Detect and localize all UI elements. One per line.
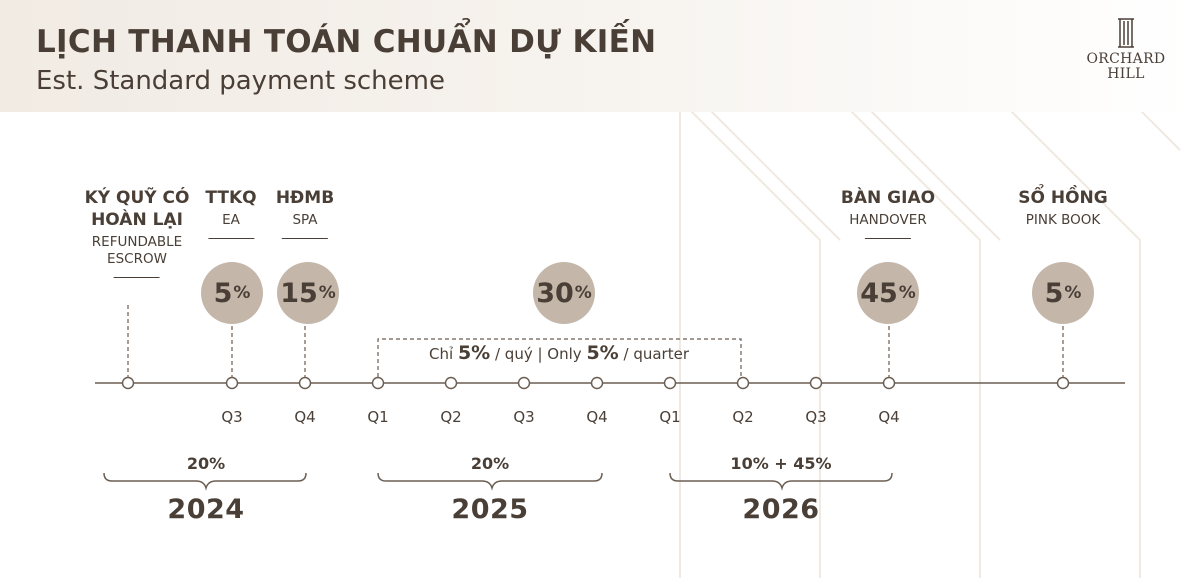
milestone-pinkbook: SỔ HỒNG PINK BOOK (1018, 187, 1107, 229)
milestone-divider (113, 277, 160, 278)
node-escrow (121, 376, 135, 390)
brace-2026 (669, 472, 893, 491)
milestone-hdmb: HĐMB SPA (276, 187, 334, 239)
node-2025-q1 (371, 376, 385, 390)
installment-bracket (377, 338, 742, 377)
milestone-title-line-2: HOÀN LẠI (91, 210, 183, 230)
node-pinkbook (1056, 376, 1070, 390)
orchard-hill-logo: ORCHARD HILL (1076, 18, 1176, 90)
milestone-divider (208, 238, 254, 239)
milestone-ttkq: TTKQ EA (205, 187, 257, 239)
milestone-title-line-1: KÝ QUỸ CÓ (84, 188, 190, 208)
milestone-sub: PINK BOOK (1025, 212, 1101, 228)
milestone-divider (281, 238, 328, 239)
percent-badge-hdmb: 15% (277, 262, 339, 324)
quarter-label: Q3 (221, 408, 243, 426)
percent-badge-pinkbook: 5% (1032, 262, 1094, 324)
milestone-sub-line-1: REFUNDABLE (91, 234, 183, 250)
note-post: / quarter (623, 345, 690, 363)
node-2025-q4 (590, 376, 604, 390)
year-share-2026: 10% + 45% (730, 454, 832, 473)
page-subtitle: Est. Standard payment scheme (36, 66, 445, 96)
node-2026-q4 (882, 376, 896, 390)
header-band (0, 0, 1197, 112)
percent-unit: % (318, 283, 336, 303)
percent-unit: % (233, 283, 251, 303)
percent-value: 30 (536, 277, 574, 309)
page-title: LỊCH THANH TOÁN CHUẨN DỰ KIẾN (36, 24, 657, 60)
note-pct-2: 5% (586, 342, 619, 364)
node-2026-q2 (736, 376, 750, 390)
percent-unit: % (898, 283, 916, 303)
orchard-hill-mark-icon (1118, 18, 1134, 48)
percent-unit: % (1064, 283, 1082, 303)
quarter-label: Q4 (294, 408, 316, 426)
note-pct-1: 5% (457, 342, 491, 364)
quarter-label: Q2 (440, 408, 462, 426)
milestone-sub: EA (222, 212, 240, 228)
quarter-label: Q1 (659, 408, 681, 426)
milestone-sub: SPA (292, 212, 318, 228)
year-label-2026: 2026 (742, 494, 820, 525)
logo-text: ORCHARD HILL (1076, 52, 1176, 82)
node-2025-q2 (444, 376, 458, 390)
node-2026-q1 (663, 376, 677, 390)
quarter-label: Q2 (732, 408, 754, 426)
year-share-2024: 20% (186, 454, 226, 473)
note-mid: / quý | Only (494, 345, 582, 363)
percent-badge-ttkq: 5% (201, 262, 263, 324)
installment-note: Chỉ 5% / quý | Only 5% / quarter (378, 342, 740, 364)
year-label-2024: 2024 (167, 494, 245, 525)
quarter-label: Q1 (367, 408, 389, 426)
milestone-title: TTKQ (205, 188, 257, 208)
logo-line-2: HILL (1107, 66, 1145, 82)
year-label-2025: 2025 (451, 494, 529, 525)
logo-line-1: ORCHARD (1086, 51, 1166, 67)
percent-value: 5 (1044, 277, 1064, 309)
node-2024-q4 (298, 376, 312, 390)
percent-value: 5 (213, 277, 233, 309)
milestone-title: SỔ HỒNG (1018, 188, 1108, 208)
node-2024-q3 (225, 376, 239, 390)
milestone-divider (865, 238, 911, 239)
quarter-label: Q4 (586, 408, 608, 426)
quarter-label: Q4 (878, 408, 900, 426)
percent-unit: % (574, 283, 592, 303)
percent-value: 15 (280, 277, 318, 309)
note-pre: Chỉ (429, 345, 454, 363)
node-2025-q3 (517, 376, 531, 390)
percent-value: 45 (860, 277, 898, 309)
quarter-label: Q3 (513, 408, 535, 426)
milestone-handover: BÀN GIAO HANDOVER (841, 187, 935, 239)
milestone-title: HĐMB (275, 188, 335, 208)
percent-badge-handover: 45% (857, 262, 919, 324)
milestone-sub-line-2: ESCROW (107, 251, 167, 267)
milestone-title: BÀN GIAO (840, 188, 936, 208)
quarter-label: Q3 (805, 408, 827, 426)
percent-badge-installments: 30% (533, 262, 595, 324)
milestone-sub: HANDOVER (849, 212, 927, 228)
year-share-2025: 20% (470, 454, 510, 473)
brace-2025 (377, 472, 603, 491)
milestone-escrow: KÝ QUỸ CÓ HOÀN LẠI REFUNDABLE ESCROW (84, 187, 190, 278)
brace-2024 (103, 472, 307, 491)
node-2026-q3 (809, 376, 823, 390)
